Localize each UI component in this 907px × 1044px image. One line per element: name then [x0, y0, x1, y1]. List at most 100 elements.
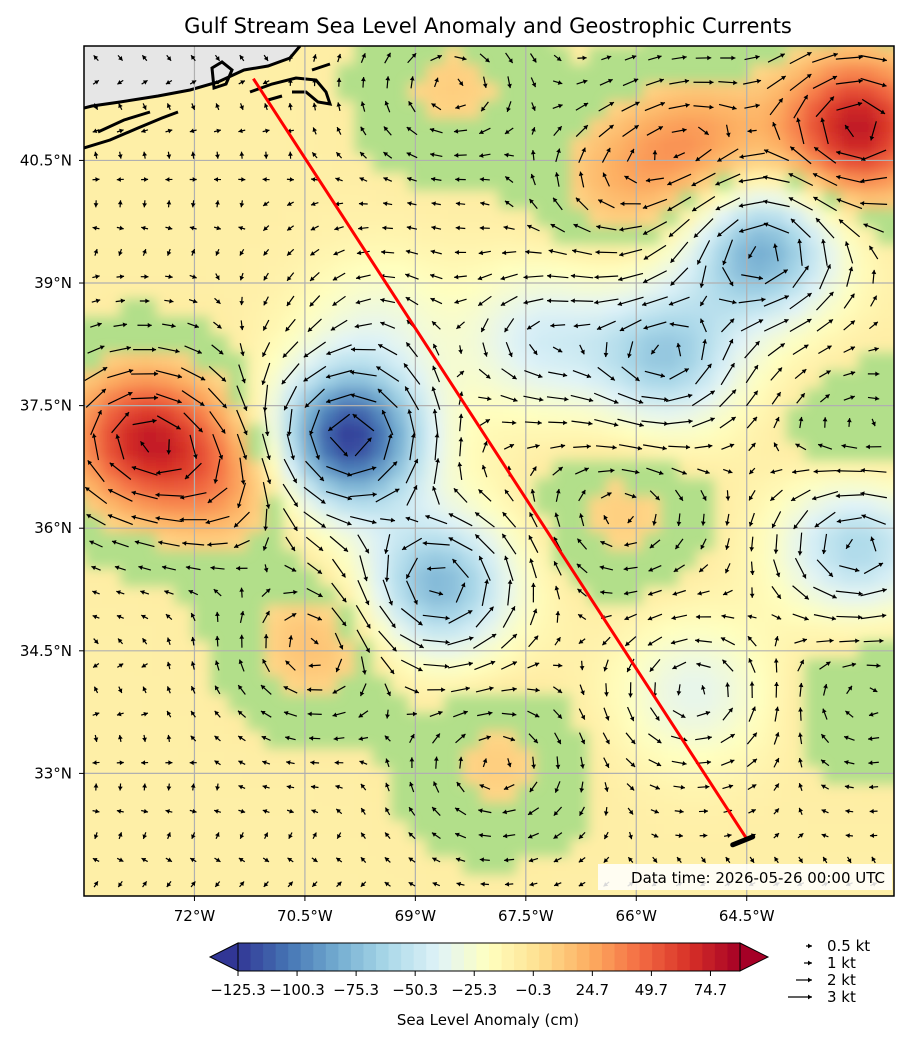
field-cell — [138, 262, 157, 281]
current-arrow — [478, 127, 491, 135]
field-cell — [642, 298, 661, 317]
field-cell — [444, 442, 463, 461]
current-arrow — [352, 413, 375, 432]
field-cell — [156, 118, 175, 137]
field-cell — [246, 784, 265, 803]
field-cell — [282, 820, 301, 839]
current-arrow — [359, 151, 367, 159]
field-cell — [426, 262, 445, 281]
current-arrow — [215, 611, 220, 622]
field-cell — [84, 676, 103, 695]
field-cell — [606, 838, 625, 857]
field-cell — [84, 100, 85, 119]
current-arrow — [482, 440, 488, 453]
current-arrow — [747, 614, 757, 620]
field-cell — [498, 622, 517, 641]
field-cell — [642, 802, 661, 821]
current-arrow — [523, 274, 544, 280]
field-cell — [642, 316, 661, 335]
field-cell — [84, 370, 85, 389]
field-cell — [606, 676, 625, 695]
field-cell — [282, 514, 301, 533]
current-arrow — [189, 177, 197, 182]
current-arrow — [649, 539, 661, 549]
field-cell — [228, 298, 247, 317]
field-cell — [426, 622, 445, 641]
current-arrow — [384, 52, 392, 64]
current-arrow — [93, 686, 99, 694]
field-cell — [444, 892, 463, 896]
current-arrow — [384, 554, 390, 582]
current-arrow — [477, 273, 493, 281]
current-arrow — [406, 176, 417, 182]
field-cell — [336, 496, 355, 515]
current-arrow — [431, 386, 441, 410]
field-cell — [354, 532, 373, 551]
current-arrow — [869, 321, 879, 330]
current-arrow — [815, 96, 835, 118]
current-arrow — [161, 565, 176, 571]
field-cell — [480, 730, 499, 749]
field-cell — [372, 586, 391, 605]
current-arrow — [93, 151, 99, 159]
field-cell — [318, 460, 337, 479]
field-cell — [480, 892, 499, 896]
field-cell — [876, 280, 894, 299]
field-cell — [228, 172, 247, 191]
field-cell — [246, 208, 265, 227]
field-cell — [894, 460, 907, 479]
field-cell — [678, 910, 697, 929]
current-arrow — [695, 735, 712, 741]
x-tick-label: 70.5°W — [277, 907, 333, 925]
field-cell — [174, 460, 193, 479]
field-cell — [372, 298, 391, 317]
current-arrow — [721, 267, 734, 287]
current-arrow — [815, 217, 835, 239]
field-cell — [192, 532, 211, 551]
current-arrow — [456, 881, 465, 887]
current-arrow — [725, 490, 731, 501]
current-arrow — [820, 117, 829, 145]
current-arrow — [432, 485, 440, 505]
current-arrow — [478, 396, 492, 401]
field-cell — [786, 622, 805, 641]
field-cell — [696, 172, 715, 191]
current-arrow — [860, 467, 887, 473]
current-arrow — [553, 125, 563, 136]
current-arrow — [501, 368, 517, 380]
field-cell — [894, 82, 907, 101]
field-cell — [192, 784, 211, 803]
field-cell — [102, 388, 121, 407]
field-cell — [192, 730, 211, 749]
field-cell — [444, 658, 463, 677]
field-cell — [336, 478, 355, 497]
current-arrow — [383, 151, 393, 159]
field-cell — [732, 298, 751, 317]
field-cell — [714, 316, 733, 335]
field-cell — [804, 622, 823, 641]
field-cell — [300, 604, 319, 623]
current-arrow — [215, 273, 220, 281]
field-cell — [282, 190, 301, 209]
field-cell — [246, 748, 265, 767]
field-cell — [696, 676, 715, 695]
field-cell — [102, 784, 121, 803]
field-cell — [174, 694, 193, 713]
current-arrow — [650, 809, 660, 814]
field-cell — [534, 568, 553, 587]
current-arrow — [642, 198, 668, 210]
field-cell — [156, 586, 175, 605]
field-cell — [876, 622, 894, 641]
current-arrow — [453, 710, 468, 718]
current-arrow — [382, 225, 393, 231]
field-cell — [462, 550, 481, 569]
current-arrow — [166, 151, 172, 159]
current-arrow — [550, 443, 566, 449]
current-arrow — [553, 857, 562, 863]
current-arrow — [749, 561, 755, 576]
current-arrow — [628, 831, 633, 840]
field-cell — [822, 208, 841, 227]
field-cell — [750, 424, 769, 443]
field-cell — [768, 892, 787, 896]
field-cell — [246, 370, 265, 389]
